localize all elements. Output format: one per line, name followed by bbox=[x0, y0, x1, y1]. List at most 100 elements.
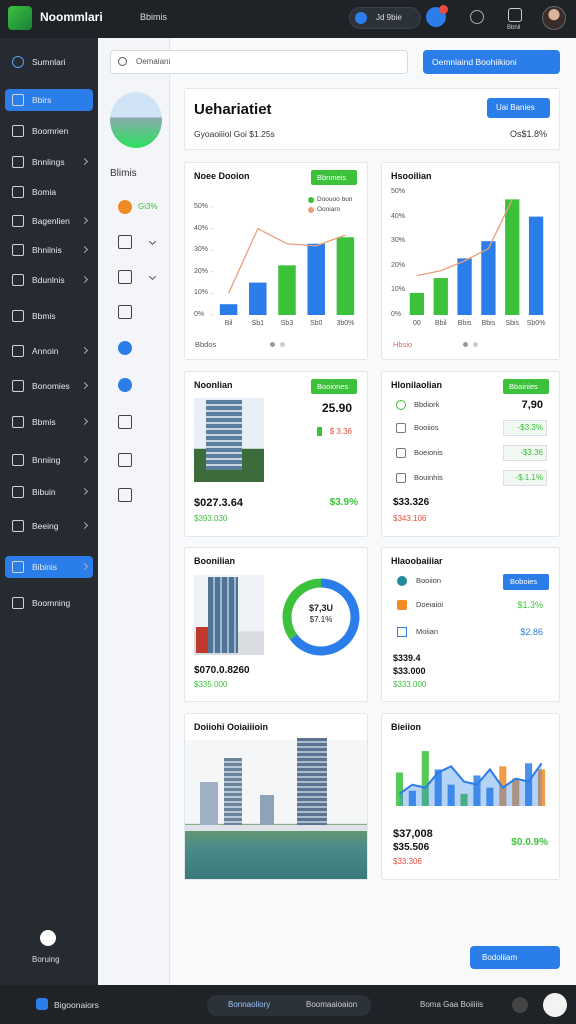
bottom-tab[interactable]: Boomaaioaion bbox=[306, 1000, 358, 1009]
card-title: Doiiohi Ooiaiiioin bbox=[194, 722, 268, 732]
x-tick-label: Sb0% bbox=[526, 320, 546, 327]
nav-item[interactable]: Bdunlnis bbox=[32, 275, 65, 285]
total-change: $3.9% bbox=[329, 497, 358, 508]
header-button-label[interactable]: Uai Banies bbox=[496, 103, 535, 112]
nav-item[interactable]: Bibinis bbox=[32, 562, 58, 572]
photo-bridge bbox=[185, 825, 367, 831]
nav-item[interactable]: Bhnilnis bbox=[32, 245, 62, 255]
subnav-icon[interactable] bbox=[118, 270, 132, 284]
nav-item[interactable]: Bbirs bbox=[32, 95, 52, 105]
bottom-avatar[interactable] bbox=[543, 993, 567, 1017]
nav-item[interactable]: Beeing bbox=[32, 521, 59, 531]
nav-item[interactable]: Bagenlien bbox=[32, 216, 70, 226]
subnav-icon[interactable] bbox=[118, 200, 132, 214]
fab-label[interactable]: Bodoliiam bbox=[482, 953, 518, 962]
subnav-icon[interactable] bbox=[118, 415, 132, 429]
legend-swatch bbox=[308, 197, 314, 203]
card-title: Boonilian bbox=[194, 556, 235, 566]
subnav-icon[interactable] bbox=[118, 305, 132, 319]
subnav-icon[interactable] bbox=[118, 235, 132, 249]
metric-change: $ 3.36 bbox=[329, 427, 352, 436]
row-label: Booiion bbox=[416, 576, 442, 585]
row-icon bbox=[396, 473, 406, 483]
nav-item[interactable]: Bbmis bbox=[32, 311, 56, 321]
card-footer: Bbdos bbox=[195, 340, 217, 349]
y-tick-label: 20% bbox=[391, 261, 406, 269]
card-button[interactable] bbox=[311, 170, 357, 185]
nav-active[interactable] bbox=[5, 89, 93, 111]
footer-icon bbox=[40, 930, 56, 946]
sidebar-footer[interactable]: Boruing bbox=[32, 955, 60, 964]
card-title: Noee Dooion bbox=[194, 171, 250, 181]
subtotal: $343.106 bbox=[393, 514, 427, 523]
plus bbox=[12, 998, 22, 1012]
subnav-title: Blimis bbox=[110, 168, 137, 179]
notify-dot bbox=[439, 5, 448, 14]
subnav-icon[interactable] bbox=[118, 453, 132, 467]
bottom-left[interactable]: Bigoonaiors bbox=[54, 1000, 99, 1010]
nav-icon bbox=[12, 274, 24, 286]
row-value: -$3.3% bbox=[517, 423, 543, 432]
card-button-label[interactable]: Booiones bbox=[317, 382, 349, 391]
card-button-label[interactable]: Bbainies bbox=[509, 382, 538, 391]
row-icon bbox=[396, 423, 406, 433]
card-title: Noonlian bbox=[194, 380, 233, 390]
bottom-right: Boma Gaa Boiiiiis bbox=[420, 1000, 484, 1009]
nav-item[interactable]: Bonomies bbox=[32, 381, 70, 391]
x-tick-label: Sb3 bbox=[280, 320, 294, 327]
bottom-icon[interactable] bbox=[512, 997, 528, 1013]
nav-item[interactable]: Annoin bbox=[32, 346, 59, 356]
card-button[interactable] bbox=[503, 379, 549, 394]
apps[interactable] bbox=[508, 8, 522, 22]
nav-icon bbox=[12, 486, 24, 498]
subnav-icon[interactable] bbox=[118, 341, 132, 355]
pager-dot bbox=[463, 342, 468, 347]
nav-icon bbox=[12, 215, 24, 227]
search-icon bbox=[118, 57, 127, 66]
nav-item[interactable]: Bnnlings bbox=[32, 157, 65, 167]
app-name: Noommlari bbox=[40, 10, 103, 24]
card-button-label[interactable]: Bbnmeis bbox=[317, 173, 347, 182]
header-button[interactable] bbox=[487, 98, 550, 118]
search-button[interactable] bbox=[423, 50, 560, 74]
row-icon bbox=[397, 576, 407, 586]
x-tick-label: Bbis bbox=[457, 320, 472, 327]
y-tick-label: 30% bbox=[391, 237, 406, 245]
card-title: Hsooilian bbox=[391, 171, 432, 181]
x-tick-label: Bil bbox=[224, 320, 233, 327]
photo-building bbox=[297, 738, 327, 828]
nav-icon bbox=[12, 125, 24, 137]
nav-icon bbox=[12, 94, 24, 106]
pill[interactable] bbox=[349, 7, 421, 29]
nav-icon bbox=[12, 380, 24, 392]
pager-dot bbox=[473, 342, 478, 347]
nav-active[interactable] bbox=[5, 556, 93, 578]
subnav-icon[interactable] bbox=[118, 378, 132, 392]
nav-item[interactable]: Sumnlari bbox=[32, 57, 66, 67]
nav-item[interactable]: Bomia bbox=[32, 187, 57, 197]
settings[interactable] bbox=[470, 10, 484, 24]
avatar[interactable] bbox=[542, 6, 566, 30]
nav-item[interactable]: Bbmis bbox=[32, 417, 56, 427]
x-tick-label: Sbis bbox=[505, 320, 520, 327]
y-tick-label: 0% bbox=[391, 311, 402, 318]
card-button[interactable] bbox=[311, 379, 357, 394]
nav-item[interactable]: Boomrien bbox=[32, 126, 69, 136]
nav-item[interactable]: Boomning bbox=[32, 598, 71, 608]
fab[interactable] bbox=[470, 946, 560, 969]
subtotal: $33.306 bbox=[393, 857, 422, 866]
card-title: Hlonilaolian bbox=[391, 380, 443, 390]
nav-item[interactable]: Bibuin bbox=[32, 487, 56, 497]
card-button[interactable] bbox=[503, 574, 549, 590]
card-button-label[interactable]: Boboies bbox=[510, 577, 538, 586]
legend-label: Ooniaro bbox=[317, 206, 341, 213]
top-tab[interactable]: Bbimis bbox=[140, 12, 168, 22]
y-tick-label: 40% bbox=[391, 212, 406, 220]
subnav-icon[interactable] bbox=[118, 488, 132, 502]
nav-icon bbox=[12, 244, 24, 256]
bottom-tab[interactable]: Bonnaoliory bbox=[228, 1000, 271, 1009]
total: $33.326 bbox=[393, 497, 430, 508]
search-box[interactable] bbox=[110, 50, 408, 74]
card bbox=[381, 547, 560, 702]
nav-item[interactable]: Bnniing bbox=[32, 455, 61, 465]
